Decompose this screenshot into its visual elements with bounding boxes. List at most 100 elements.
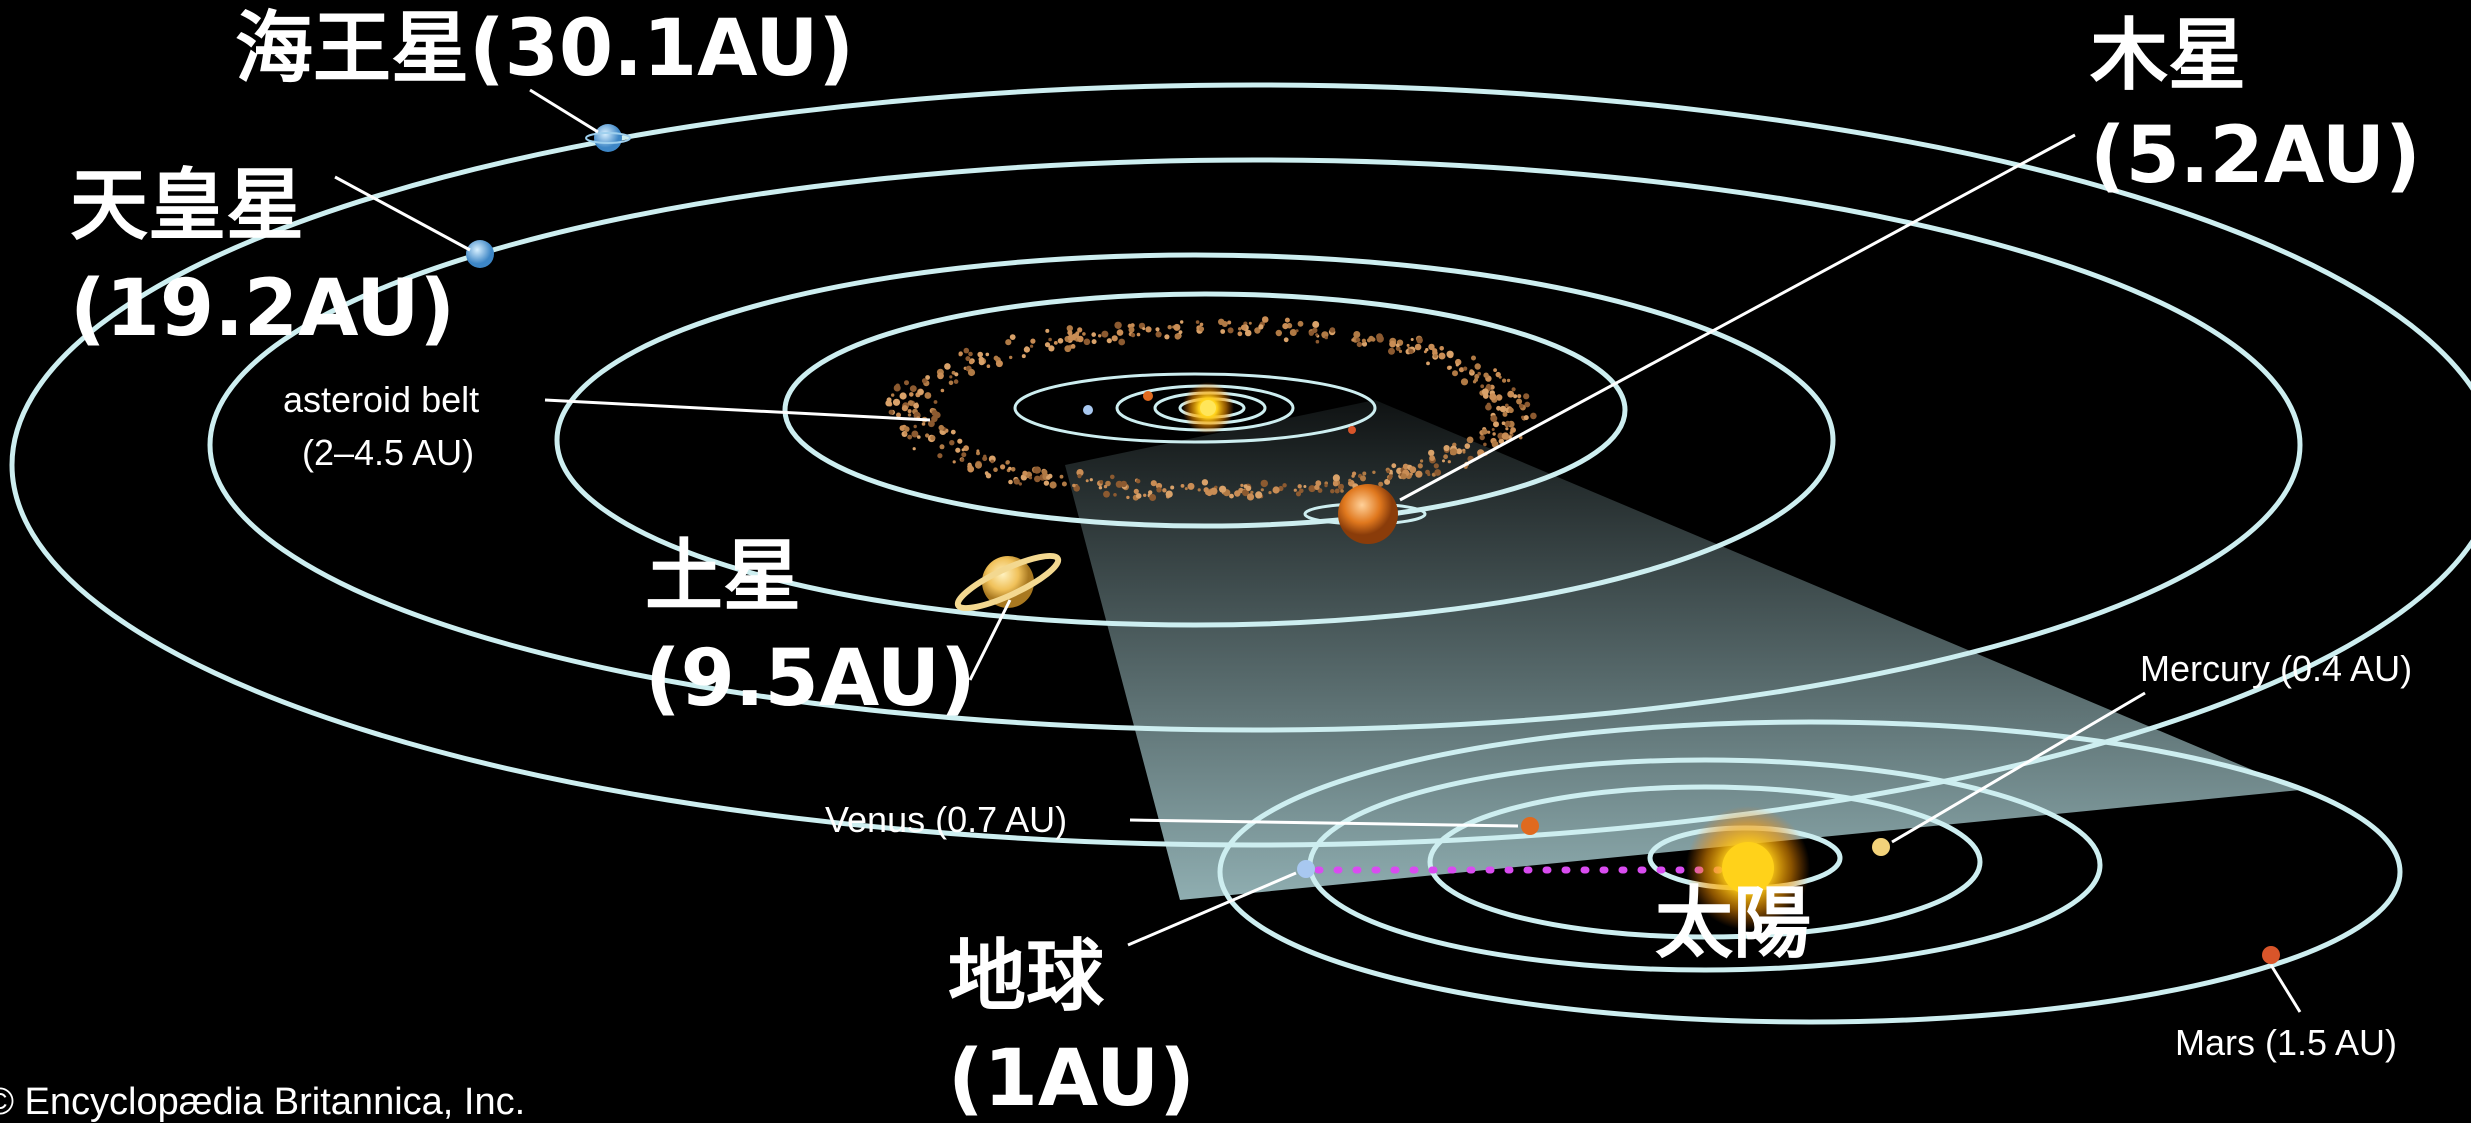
asteroid — [1442, 459, 1445, 462]
asteroid — [1181, 484, 1185, 488]
asteroid — [1415, 471, 1422, 478]
asteroid — [1388, 348, 1395, 355]
asteroid — [1011, 467, 1016, 472]
asteroid — [1299, 489, 1304, 494]
asteroid — [968, 352, 973, 357]
asteroid — [1505, 421, 1511, 427]
asteroid — [904, 380, 909, 385]
asteroid — [1164, 334, 1169, 339]
asteroid — [1054, 341, 1058, 345]
asteroid — [1316, 340, 1320, 344]
asteroid — [1452, 370, 1458, 376]
asteroid — [1045, 329, 1049, 333]
asteroid — [957, 439, 962, 444]
asteroid — [1339, 484, 1344, 489]
asteroid — [1131, 333, 1135, 337]
asteroid — [959, 351, 963, 355]
asteroid — [1009, 356, 1012, 359]
asteroid — [1185, 487, 1188, 490]
asteroid — [1113, 493, 1117, 497]
asteroid — [1090, 478, 1093, 481]
asteroid — [986, 473, 991, 478]
asteroid — [1352, 472, 1356, 476]
asteroid — [1492, 428, 1495, 431]
asteroid — [1136, 479, 1140, 483]
asteroid — [1401, 473, 1407, 479]
asteroid — [1448, 460, 1451, 463]
asteroid — [1048, 474, 1053, 479]
asteroid — [1391, 463, 1396, 468]
asteroid — [1273, 486, 1280, 493]
asteroid — [885, 400, 891, 406]
asteroid — [1389, 474, 1393, 478]
asteroid — [1166, 491, 1173, 498]
asteroid — [917, 435, 921, 439]
asteroid — [1424, 350, 1427, 353]
asteroid — [1475, 363, 1481, 369]
asteroid — [1170, 486, 1174, 490]
asteroid — [979, 357, 984, 362]
asteroid — [978, 352, 982, 356]
asteroid — [1408, 349, 1413, 354]
asteroid — [941, 389, 945, 393]
asteroid — [1042, 469, 1048, 475]
asteroid — [1530, 413, 1537, 420]
asteroid — [914, 425, 917, 428]
asteroid — [1433, 354, 1437, 358]
asteroid — [1249, 322, 1252, 325]
asteroid — [1050, 481, 1057, 488]
asteroid — [962, 448, 965, 451]
asteroid — [1378, 482, 1383, 487]
asteroid — [1022, 471, 1027, 476]
asteroid — [1443, 454, 1448, 459]
asteroid — [1255, 491, 1262, 498]
asteroid — [1117, 329, 1124, 336]
asteroid — [1450, 451, 1454, 455]
asteroid — [1077, 474, 1081, 478]
asteroid — [1444, 445, 1450, 451]
asteroid — [922, 378, 927, 383]
asteroid — [1493, 421, 1499, 427]
asteroid — [1245, 330, 1252, 337]
asteroid — [949, 381, 954, 386]
asteroid — [1175, 333, 1181, 339]
asteroid — [1019, 482, 1022, 485]
asteroid — [1483, 373, 1488, 378]
asteroid — [1434, 469, 1441, 476]
asteroid — [1469, 369, 1473, 373]
asteroid — [1351, 338, 1354, 341]
asteroid — [1480, 435, 1485, 440]
asteroid — [1084, 339, 1091, 346]
asteroid — [1072, 484, 1076, 488]
asteroid — [1240, 484, 1243, 487]
asteroid — [1499, 376, 1502, 379]
asteroid — [1030, 339, 1035, 344]
asteroid — [1118, 339, 1125, 346]
label-mars: Mars (1.5 AU) — [2175, 1022, 2397, 1063]
asteroid — [1006, 460, 1010, 464]
asteroid — [1126, 496, 1129, 499]
asteroid — [949, 440, 954, 445]
asteroid — [1456, 363, 1459, 366]
asteroid — [1449, 366, 1452, 369]
asteroid — [1227, 321, 1231, 325]
mini-planet-2 — [1143, 391, 1153, 401]
asteroid — [1261, 488, 1264, 491]
asteroid — [1188, 483, 1195, 490]
earth-planet — [1297, 860, 1315, 878]
asteroid — [910, 385, 917, 392]
asteroid — [908, 400, 914, 406]
asteroid — [960, 458, 964, 462]
asteroid — [1357, 342, 1362, 347]
asteroid — [1082, 332, 1086, 336]
asteroid — [1261, 480, 1268, 487]
asteroid — [1510, 427, 1516, 433]
asteroid — [1461, 378, 1468, 385]
asteroid — [1196, 320, 1200, 324]
asteroid — [1005, 339, 1011, 345]
asteroid — [1496, 406, 1501, 411]
asteroid — [1420, 459, 1423, 462]
asteroid — [1068, 334, 1075, 341]
asteroid — [1409, 466, 1416, 473]
asteroid — [1294, 489, 1297, 492]
